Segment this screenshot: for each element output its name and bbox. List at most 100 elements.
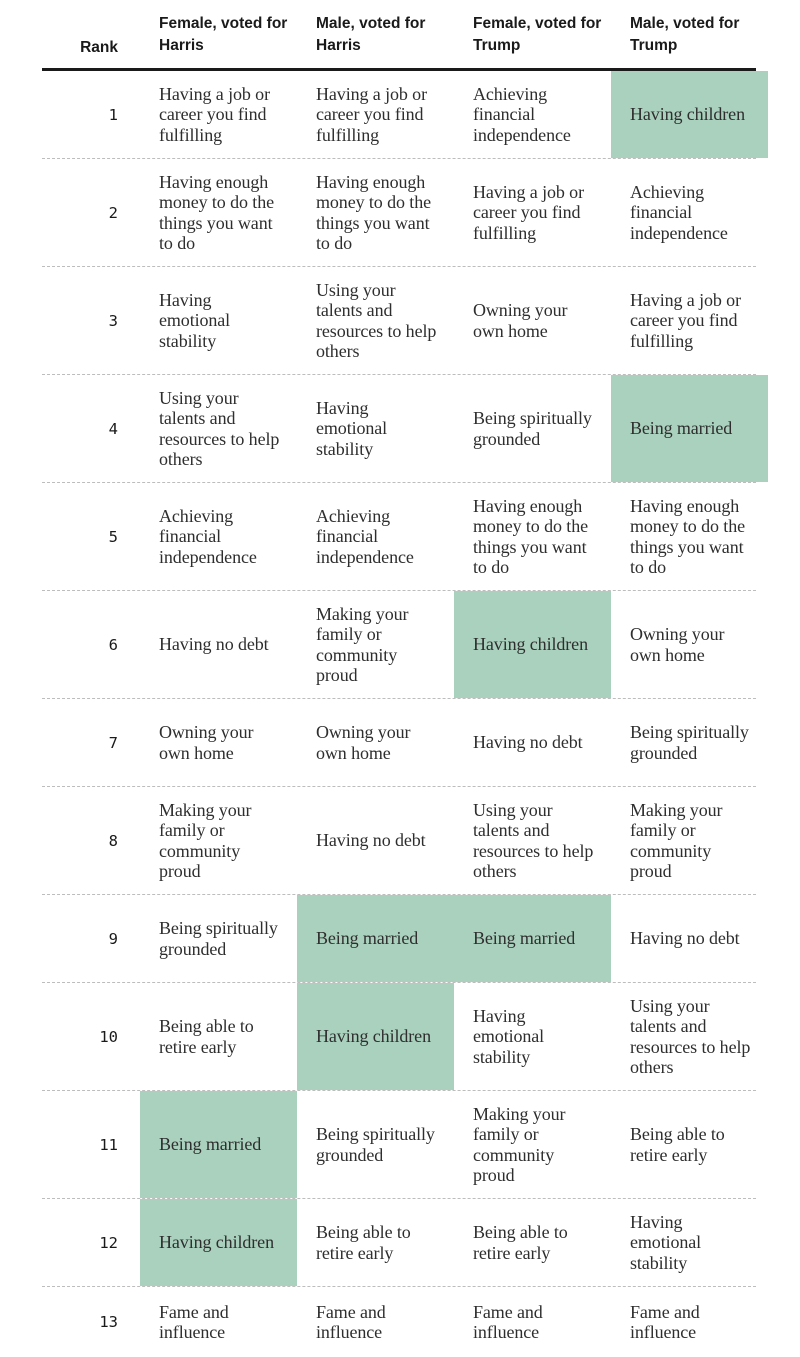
rank-cell: 13 — [99, 1313, 118, 1331]
column-header-rank: Rank — [80, 39, 118, 56]
rank-cell: 7 — [108, 733, 118, 752]
rank-cell: 5 — [108, 527, 118, 546]
cell-text: Making your family or community proud — [473, 1103, 566, 1186]
table-cell: Achieving financial independence — [297, 483, 454, 590]
table-cell: Having enough money to do the things you… — [297, 159, 454, 266]
cell-text: Having children — [316, 1026, 431, 1047]
table-row: 7 Owning your own home Owning your own hom… — [42, 699, 756, 787]
table-cell: Having no debt — [454, 699, 611, 786]
cell-text: Having emotional stability — [159, 289, 231, 351]
table-cell: Having enough money to do the things you… — [140, 159, 297, 266]
cell-text: Having children — [630, 104, 745, 125]
cell-text: Being able to retire early — [630, 1124, 725, 1165]
cell-text: Being spiritually grounded — [630, 722, 749, 763]
cell-text: Having emotional stability — [316, 397, 388, 459]
column-header-female-trump: Female, voted for Trump — [473, 15, 602, 54]
table-cell: Having emotional stability — [611, 1199, 768, 1286]
cell-text: Being spiritually grounded — [159, 918, 278, 959]
table-body: 1 Having a job or career you find fulfill… — [42, 71, 768, 1357]
cell-text: Having no debt — [316, 830, 426, 851]
highlighted-cell: Being married — [454, 895, 611, 982]
cell-text: Using your talents and resources to help… — [473, 799, 594, 882]
table-cell: Making your family or community proud — [611, 787, 768, 894]
rank-cell: 6 — [108, 635, 118, 654]
cell-text: Achieving financial independence — [316, 505, 414, 567]
table-row: 3 Having emotional stability Using your ta… — [42, 267, 756, 375]
table-row: 4 Using your talents and resources to hel… — [42, 375, 768, 483]
table-row: 10 Being able to retire early Having child… — [42, 983, 756, 1091]
cell-text: Making your family or community proud — [159, 799, 252, 882]
cell-text: Being married — [473, 928, 576, 949]
table-cell: Achieving financial independence — [454, 71, 611, 158]
cell-text: Using your talents and resources to help… — [630, 995, 751, 1078]
table-cell: Having a job or career you find fulfilli… — [611, 267, 768, 374]
table-header: Rank Female, voted for Harris Male, vote… — [42, 0, 756, 71]
table-cell: Fame and influence — [454, 1287, 611, 1357]
table-cell: Using your talents and resources to help… — [140, 375, 297, 482]
table-cell: Making your family or community proud — [297, 591, 454, 698]
cell-text: Making your family or community proud — [630, 799, 723, 882]
cell-text: Having no debt — [159, 634, 269, 655]
table-cell: Having no debt — [611, 895, 768, 982]
cell-text: Achieving financial independence — [159, 505, 257, 567]
cell-text: Having enough money to do the things you… — [473, 495, 588, 578]
table-cell: Having a job or career you find fulfilli… — [140, 71, 297, 158]
highlighted-cell: Being married — [297, 895, 454, 982]
cell-text: Fame and influence — [159, 1301, 229, 1343]
table-cell: Achieving financial independence — [611, 159, 768, 266]
table-row: 13 Fame and influence Fame and influence Fa… — [42, 1287, 756, 1357]
cell-text: Being married — [159, 1134, 262, 1155]
rank-cell: 1 — [108, 105, 118, 124]
cell-text: Being spiritually grounded — [473, 408, 592, 449]
rank-cell: 12 — [99, 1233, 118, 1252]
rank-cell: 3 — [108, 311, 118, 330]
table-row: 12 Having children Being able to retire ea… — [42, 1199, 756, 1287]
table-cell: Having emotional stability — [454, 983, 611, 1090]
table-cell: Owning your own home — [297, 699, 454, 786]
table-cell: Achieving financial independence — [140, 483, 297, 590]
rank-cell: 8 — [108, 831, 118, 850]
cell-text: Owning your own home — [159, 722, 254, 763]
table-cell: Being spiritually grounded — [140, 895, 297, 982]
table-cell: Being able to retire early — [297, 1199, 454, 1286]
cell-text: Having emotional stability — [473, 1005, 545, 1067]
table-cell: Owning your own home — [140, 699, 297, 786]
table-cell: Being able to retire early — [454, 1199, 611, 1286]
ranking-table: Rank Female, voted for Harris Male, vote… — [42, 0, 768, 1357]
cell-text: Fame and influence — [473, 1301, 543, 1343]
cell-text: Having no debt — [630, 928, 740, 949]
cell-text: Being able to retire early — [473, 1222, 568, 1263]
cell-text: Achieving financial independence — [630, 181, 728, 243]
table-cell: Owning your own home — [454, 267, 611, 374]
cell-text: Having a job or career you find fulfilli… — [316, 83, 427, 145]
cell-text: Having a job or career you find fulfilli… — [473, 181, 584, 243]
table-row: 11 Being married Being spiritually grounde… — [42, 1091, 756, 1199]
table-cell: Fame and influence — [140, 1287, 297, 1357]
table-cell: Having no debt — [140, 591, 297, 698]
column-header-male-trump: Male, voted for Trump — [630, 15, 740, 54]
cell-text: Having enough money to do the things you… — [630, 495, 745, 578]
table-cell: Using your talents and resources to help… — [611, 983, 768, 1090]
table-cell: Fame and influence — [297, 1287, 454, 1357]
cell-text: Having enough money to do the things you… — [316, 171, 431, 254]
cell-text: Fame and influence — [316, 1301, 386, 1343]
highlighted-cell: Having children — [140, 1199, 297, 1286]
table-cell: Using your talents and resources to help… — [297, 267, 454, 374]
table-cell: Making your family or community proud — [140, 787, 297, 894]
cell-text: Being married — [316, 928, 419, 949]
rank-cell: 10 — [99, 1027, 118, 1046]
highlighted-cell: Having children — [297, 983, 454, 1090]
table-cell: Having emotional stability — [297, 375, 454, 482]
table-row: 2 Having enough money to do the things yo… — [42, 159, 756, 267]
highlighted-cell: Having children — [611, 71, 768, 158]
cell-text: Owning your own home — [473, 300, 568, 341]
table-cell: Owning your own home — [611, 591, 768, 698]
cell-text: Having a job or career you find fulfilli… — [159, 83, 270, 145]
cell-text: Using your talents and resources to help… — [316, 279, 437, 362]
table-cell: Being spiritually grounded — [611, 699, 768, 786]
cell-text: Having children — [159, 1232, 274, 1253]
column-header-male-harris: Male, voted for Harris — [316, 15, 426, 54]
table-row: 5 Achieving financial independence Achievi… — [42, 483, 756, 591]
table-row: 6 Having no debt Making your family or com… — [42, 591, 756, 699]
cell-text: Having children — [473, 634, 588, 655]
